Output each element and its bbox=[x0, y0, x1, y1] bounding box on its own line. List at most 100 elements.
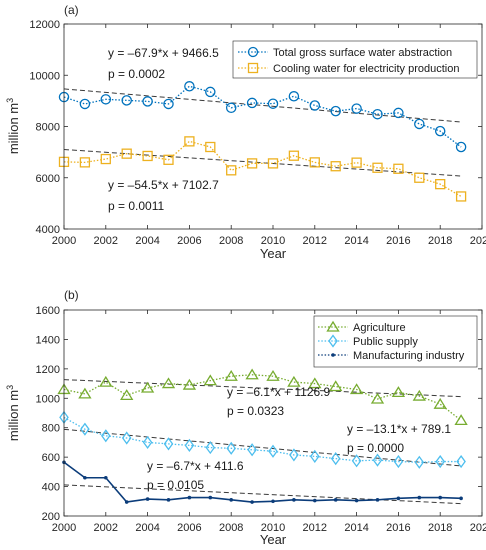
panel-b-trend-agri-equation: y = –6.1*x + 1126.9 bbox=[227, 385, 331, 399]
panel-b-trend-agri-pvalue: p = 0.0323 bbox=[227, 404, 284, 418]
panel-b-point-manufacturing-industry bbox=[292, 498, 296, 502]
panel-b-point-manufacturing-industry bbox=[313, 498, 317, 503]
panel-b-x-axis-label: Year bbox=[260, 532, 287, 547]
panel-a-y-ticks: 4000 6000 8000 10000 12000 bbox=[29, 19, 482, 236]
panel-a-x-tick-label: 2010 bbox=[261, 235, 285, 247]
panel-b-point-manufacturing-industry bbox=[375, 498, 380, 502]
panel-b-trend-manuf-equation: y = –6.7*x + 411.6 bbox=[147, 459, 244, 473]
panel-a-legend-label-total: Total gross surface water abstraction bbox=[273, 47, 452, 59]
panel-b-legend-label-public-supply: Public supply bbox=[353, 336, 418, 348]
legend-marker-square-icon bbox=[247, 62, 259, 74]
panel-a-point-cooling-water-for-electricity-production bbox=[184, 136, 195, 147]
panel-b-y-axis-label: million m3 bbox=[5, 385, 21, 441]
panel-b-point-agriculture bbox=[370, 392, 385, 404]
panel-b-point-manufacturing-industry bbox=[229, 498, 233, 502]
panel-b-point-public-supply bbox=[205, 440, 216, 455]
panel-b-x-tick-label: 2004 bbox=[135, 522, 159, 534]
panel-b-point-manufacturing-industry bbox=[417, 495, 422, 500]
panel-b-series-agriculture bbox=[57, 368, 468, 426]
panel-a-series-cooling-water-for-electricity-production bbox=[58, 136, 467, 202]
panel-a-point-total-gross-surface-water-abstraction bbox=[351, 103, 362, 114]
panel-b-point-agriculture bbox=[287, 375, 301, 387]
panel-a-point-total-gross-surface-water-abstraction bbox=[434, 125, 446, 137]
panel-b-x-tick-label: 2002 bbox=[94, 522, 118, 534]
panel-a-point-cooling-water-for-electricity-production bbox=[455, 191, 467, 202]
panel-b-y-axis-superscript: 3 bbox=[5, 385, 15, 390]
legend-marker-diamond-icon bbox=[328, 334, 338, 348]
panel-b-point-manufacturing-industry bbox=[187, 495, 192, 500]
panel-a-series bbox=[58, 81, 467, 202]
panel-b-point-agriculture bbox=[245, 368, 259, 380]
panel-b-point-public-supply bbox=[309, 449, 320, 464]
panel-b-y-tick-label: 1000 bbox=[36, 393, 60, 405]
panel-b-point-manufacturing-industry bbox=[396, 496, 401, 501]
panel-a-y-tick-label: 6000 bbox=[36, 173, 60, 185]
panel-b-trend-public-pvalue: p = 0.0000 bbox=[347, 441, 404, 455]
panel-a-point-cooling-water-for-electricity-production bbox=[226, 165, 237, 176]
panel-b-point-manufacturing-industry bbox=[250, 500, 254, 504]
panel-a-x-ticks: 2000 2002 2004 2006 2008 2010 2012 2014 2016 2018… bbox=[52, 24, 486, 247]
panel-a-x-tick-label: 2014 bbox=[344, 235, 368, 247]
panel-b-y-tick-label: 1200 bbox=[36, 364, 60, 376]
panel-b-series-public-supply bbox=[59, 410, 466, 469]
panel-b-x-ticks: 2000 2002 2004 2006 2008 2010 2012 2014 2016 2018… bbox=[52, 310, 486, 534]
panel-b-point-manufacturing-industry bbox=[208, 495, 213, 500]
panel-a-y-tick-label: 8000 bbox=[36, 122, 60, 134]
panel-b-series-manufacturing-industry bbox=[62, 460, 463, 504]
panel-b-point-manufacturing-industry bbox=[145, 497, 150, 501]
panel-b-point-agriculture bbox=[412, 389, 426, 401]
panel-a-x-tick-label: 2018 bbox=[428, 235, 452, 247]
panel-b-point-public-supply bbox=[456, 454, 466, 469]
panel-b-x-tick-label: 2014 bbox=[344, 522, 368, 534]
panel-b-point-agriculture bbox=[454, 414, 468, 426]
panel-a-point-total-gross-surface-water-abstraction bbox=[205, 86, 216, 98]
panel-a-point-total-gross-surface-water-abstraction bbox=[246, 97, 258, 109]
panel-b-legend-entry-manufacturing: Manufacturing industry bbox=[318, 350, 465, 362]
panel-a-point-cooling-water-for-electricity-production bbox=[309, 157, 320, 168]
panel-b-point-public-supply bbox=[142, 435, 153, 450]
panel-b-point-manufacturing-industry bbox=[166, 498, 171, 502]
panel-b-point-agriculture bbox=[203, 374, 217, 386]
panel-a-point-total-gross-surface-water-abstraction bbox=[225, 102, 237, 114]
panel-b-point-manufacturing-industry bbox=[104, 475, 108, 480]
panel-b-point-public-supply bbox=[268, 444, 278, 458]
panel-b-series bbox=[57, 368, 468, 504]
panel-b-y-ticks: 200 400 600 800 1000 1200 1400 1600 bbox=[36, 305, 482, 523]
panel-b-legend: Agriculture Public supply Manufacturing … bbox=[313, 315, 478, 368]
panel-b-point-manufacturing-industry bbox=[271, 499, 275, 504]
panel-a-point-total-gross-surface-water-abstraction bbox=[184, 81, 195, 92]
panel-a-legend-label-cooling: Cooling water for electricity production bbox=[273, 63, 459, 75]
panel-b-point-public-supply bbox=[330, 452, 341, 466]
panel-a-point-cooling-water-for-electricity-production bbox=[121, 148, 132, 159]
legend-marker-triangle-icon bbox=[326, 320, 340, 332]
panel-b-point-manufacturing-industry bbox=[354, 498, 359, 503]
panel-a-point-total-gross-surface-water-abstraction bbox=[455, 141, 467, 153]
panel-b-x-tick-label: 2010 bbox=[261, 522, 285, 534]
panel-a-legend-entry-cooling: Cooling water for electricity production bbox=[238, 62, 459, 75]
panel-a-x-tick-label: 2012 bbox=[303, 235, 327, 247]
panel-a-x-tick-label: 2020 bbox=[470, 235, 486, 247]
panel-b-point-public-supply bbox=[121, 431, 132, 445]
panel-a-point-cooling-water-for-electricity-production bbox=[142, 150, 153, 162]
panel-a-point-total-gross-surface-water-abstraction bbox=[79, 98, 91, 110]
panel-a-label: (a) bbox=[64, 3, 79, 17]
panel-a-series-total-gross-surface-water-abstraction bbox=[58, 81, 467, 153]
panel-b-point-agriculture bbox=[182, 378, 197, 390]
panel-a-point-total-gross-surface-water-abstraction bbox=[288, 91, 300, 102]
panel-a-y-tick-label: 10000 bbox=[29, 70, 60, 82]
panel-b-point-agriculture bbox=[99, 375, 113, 387]
panel-a-x-tick-label: 2016 bbox=[386, 235, 410, 247]
panel-b-legend-label-agriculture: Agriculture bbox=[353, 322, 406, 334]
panel-a-trend-2-equation: y = –54.5*x + 7102.7 bbox=[108, 178, 219, 192]
panel-a-point-total-gross-surface-water-abstraction bbox=[267, 98, 279, 109]
panel-b-point-public-supply bbox=[414, 455, 425, 469]
panel-a-point-total-gross-surface-water-abstraction bbox=[414, 118, 425, 130]
panel-a-x-tick-label: 2002 bbox=[94, 235, 118, 247]
panel-a-x-axis-label: Year bbox=[260, 246, 287, 261]
panel-a-trend-1-pvalue: p = 0.0002 bbox=[108, 67, 165, 81]
panel-b-y-tick-label: 1600 bbox=[36, 305, 60, 317]
panel-a-y-axis-superscript: 3 bbox=[5, 98, 15, 103]
panel-a-point-total-gross-surface-water-abstraction bbox=[330, 105, 341, 117]
panel-a-point-total-gross-surface-water-abstraction bbox=[121, 95, 132, 106]
legend-marker-dot-icon bbox=[331, 353, 335, 357]
